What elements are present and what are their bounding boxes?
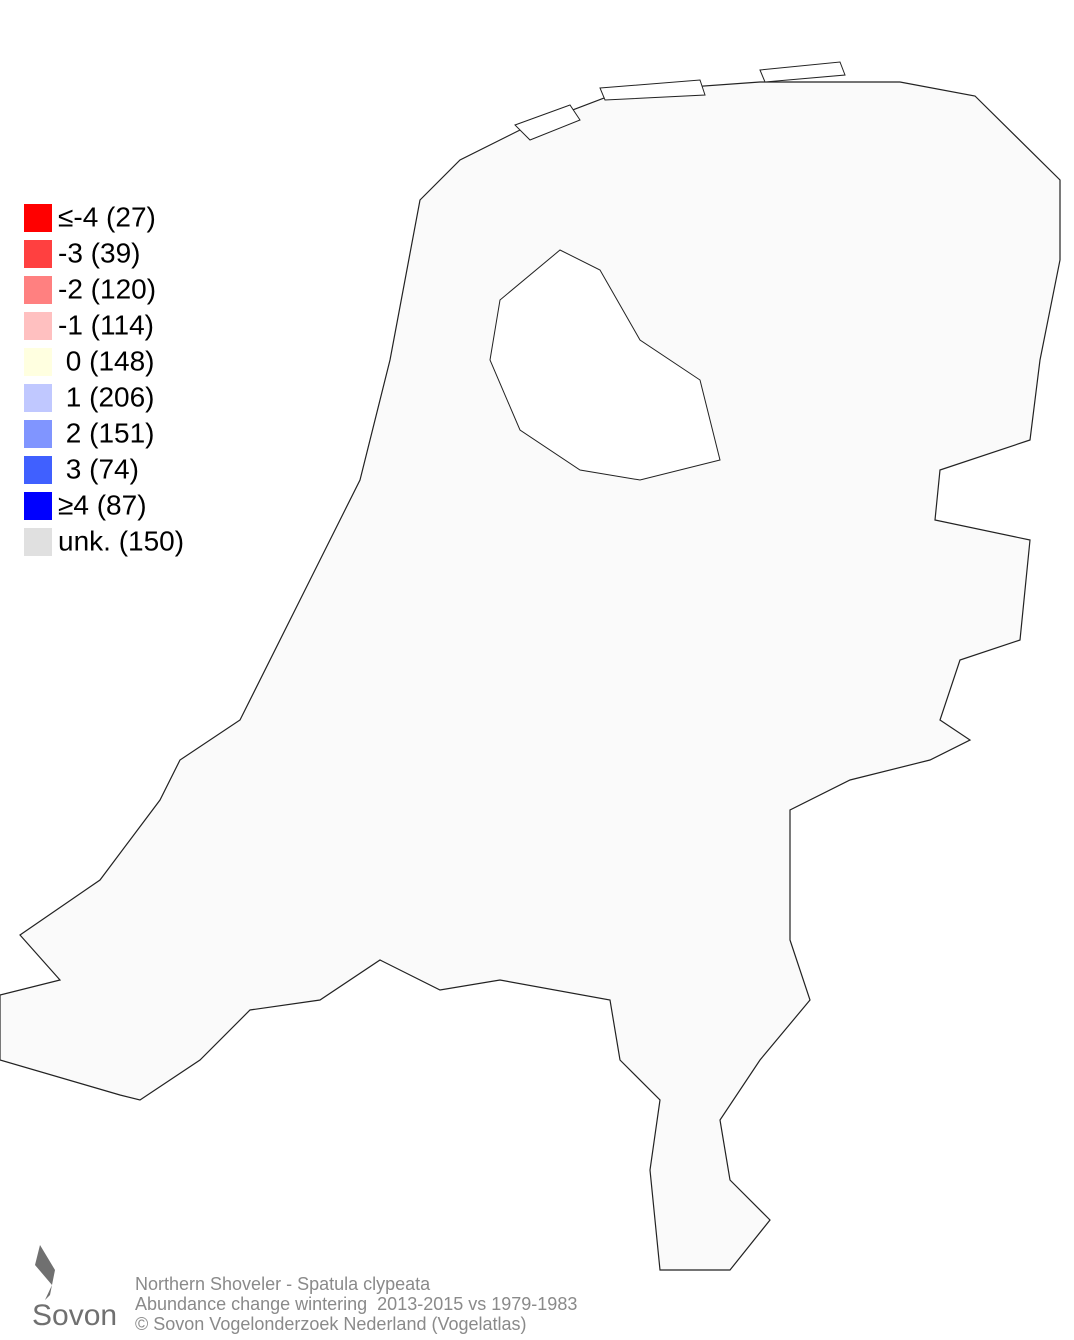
legend-swatch xyxy=(24,348,52,376)
logo-bird xyxy=(35,1245,55,1300)
legend-label: 1 (206) xyxy=(58,381,155,412)
logo-text: Sovon xyxy=(32,1299,117,1332)
lake-outline xyxy=(489,249,721,481)
legend-label: unk. (150) xyxy=(58,525,184,556)
legend-label: ≥4 (87) xyxy=(58,489,147,520)
island xyxy=(599,79,706,101)
legend-label: 0 (148) xyxy=(58,345,155,376)
legend-swatch xyxy=(24,312,52,340)
footer-line: Abundance change wintering 2013-2015 vs … xyxy=(135,1294,577,1314)
legend-label: -2 (120) xyxy=(58,273,156,304)
legend-swatch xyxy=(24,384,52,412)
country-outline xyxy=(0,81,1061,1271)
legend-label: -1 (114) xyxy=(58,309,154,340)
legend-swatch xyxy=(24,204,52,232)
footer-line: Northern Shoveler - Spatula clypeata xyxy=(135,1274,431,1294)
legend-swatch xyxy=(24,276,52,304)
legend-label: 3 (74) xyxy=(58,453,139,484)
legend-swatch xyxy=(24,240,52,268)
legend-swatch xyxy=(24,528,52,556)
legend-swatch xyxy=(24,492,52,520)
island xyxy=(759,61,846,83)
legend-label: 2 (151) xyxy=(58,417,155,448)
island xyxy=(514,104,581,141)
legend-swatch xyxy=(24,456,52,484)
legend-label: -3 (39) xyxy=(58,237,140,268)
legend: ≤-4 (27)-3 (39)-2 (120)-1 (114) 0 (148) … xyxy=(24,201,184,556)
legend-swatch xyxy=(24,420,52,448)
footer-line: © Sovon Vogelonderzoek Nederland (Vogela… xyxy=(135,1314,527,1334)
legend-label: ≤-4 (27) xyxy=(58,201,156,232)
